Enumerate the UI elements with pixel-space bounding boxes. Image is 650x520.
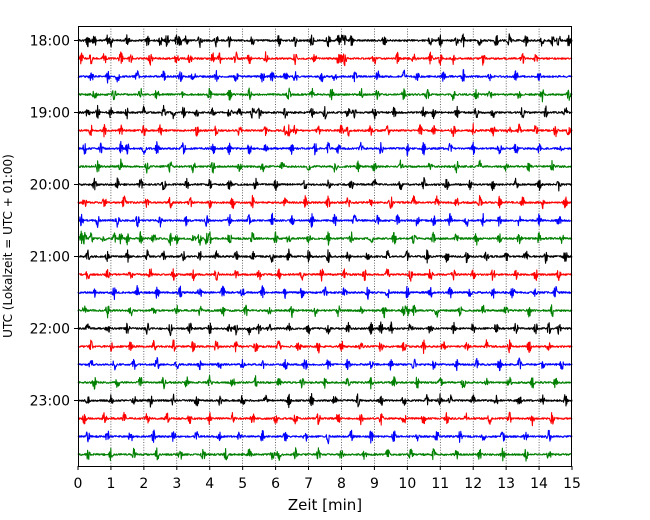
x-tick-label: 2 <box>139 476 148 492</box>
seismic-trace <box>77 230 573 246</box>
x-tick-label: 9 <box>370 476 379 492</box>
x-tick-label: 13 <box>497 476 515 492</box>
seismic-trace <box>77 248 573 264</box>
seismic-trace <box>77 429 573 445</box>
y-tick-label: 20:00 <box>30 178 70 194</box>
seismic-trace <box>77 87 573 103</box>
y-axis-label: UTC (Lokalzeit = UTC + 01:00) <box>1 154 15 338</box>
seismic-trace <box>77 69 573 84</box>
y-tick-label: 23:00 <box>30 394 70 410</box>
seismic-trace <box>77 51 573 67</box>
seismic-trace <box>77 123 573 138</box>
seismic-trace <box>77 356 573 372</box>
x-tick-label: 15 <box>563 476 581 492</box>
x-tick-label: 4 <box>205 476 214 492</box>
y-tick-label: 21:00 <box>30 250 70 266</box>
seismic-trace <box>77 158 573 174</box>
seismic-trace <box>77 194 573 210</box>
seismic-trace <box>77 374 573 390</box>
x-tick-label: 7 <box>304 476 313 492</box>
seismic-trace <box>77 33 573 48</box>
seismic-trace <box>77 268 573 282</box>
x-tick-label: 11 <box>431 476 449 492</box>
grid-lines <box>110 26 540 466</box>
x-tick-label: 5 <box>238 476 247 492</box>
y-tick-label: 19:00 <box>30 106 70 122</box>
x-tick-label: 8 <box>337 476 346 492</box>
trace-group <box>77 33 573 462</box>
seismic-trace <box>77 212 573 228</box>
seismic-trace <box>77 104 573 120</box>
y-tick-label: 18:00 <box>30 34 70 50</box>
seismic-trace <box>77 177 573 192</box>
seismic-trace <box>77 321 573 337</box>
x-tick-label: 14 <box>530 476 548 492</box>
seismic-trace <box>77 339 573 355</box>
seismic-trace <box>77 393 573 409</box>
x-tick-label: 1 <box>106 476 115 492</box>
seismic-trace <box>77 304 573 319</box>
y-tick-label: 22:00 <box>30 322 70 338</box>
seismic-trace <box>77 140 573 157</box>
x-tick-label: 10 <box>398 476 416 492</box>
seismic-trace <box>77 447 573 462</box>
x-axis-label: Zeit [min] <box>288 496 362 514</box>
seismic-trace <box>77 411 573 427</box>
x-tick-label: 3 <box>172 476 181 492</box>
x-tick-label: 12 <box>464 476 482 492</box>
plot-frame <box>78 26 572 467</box>
y-axis: 18:00 19:00 20:00 21:00 22:00 23:00 <box>30 34 78 410</box>
x-axis: 0 1 2 3 4 5 6 7 8 9 10 11 12 13 14 15 <box>74 466 581 492</box>
x-tick-label: 6 <box>271 476 280 492</box>
seismic-trace <box>77 284 573 301</box>
x-tick-label: 0 <box>74 476 83 492</box>
